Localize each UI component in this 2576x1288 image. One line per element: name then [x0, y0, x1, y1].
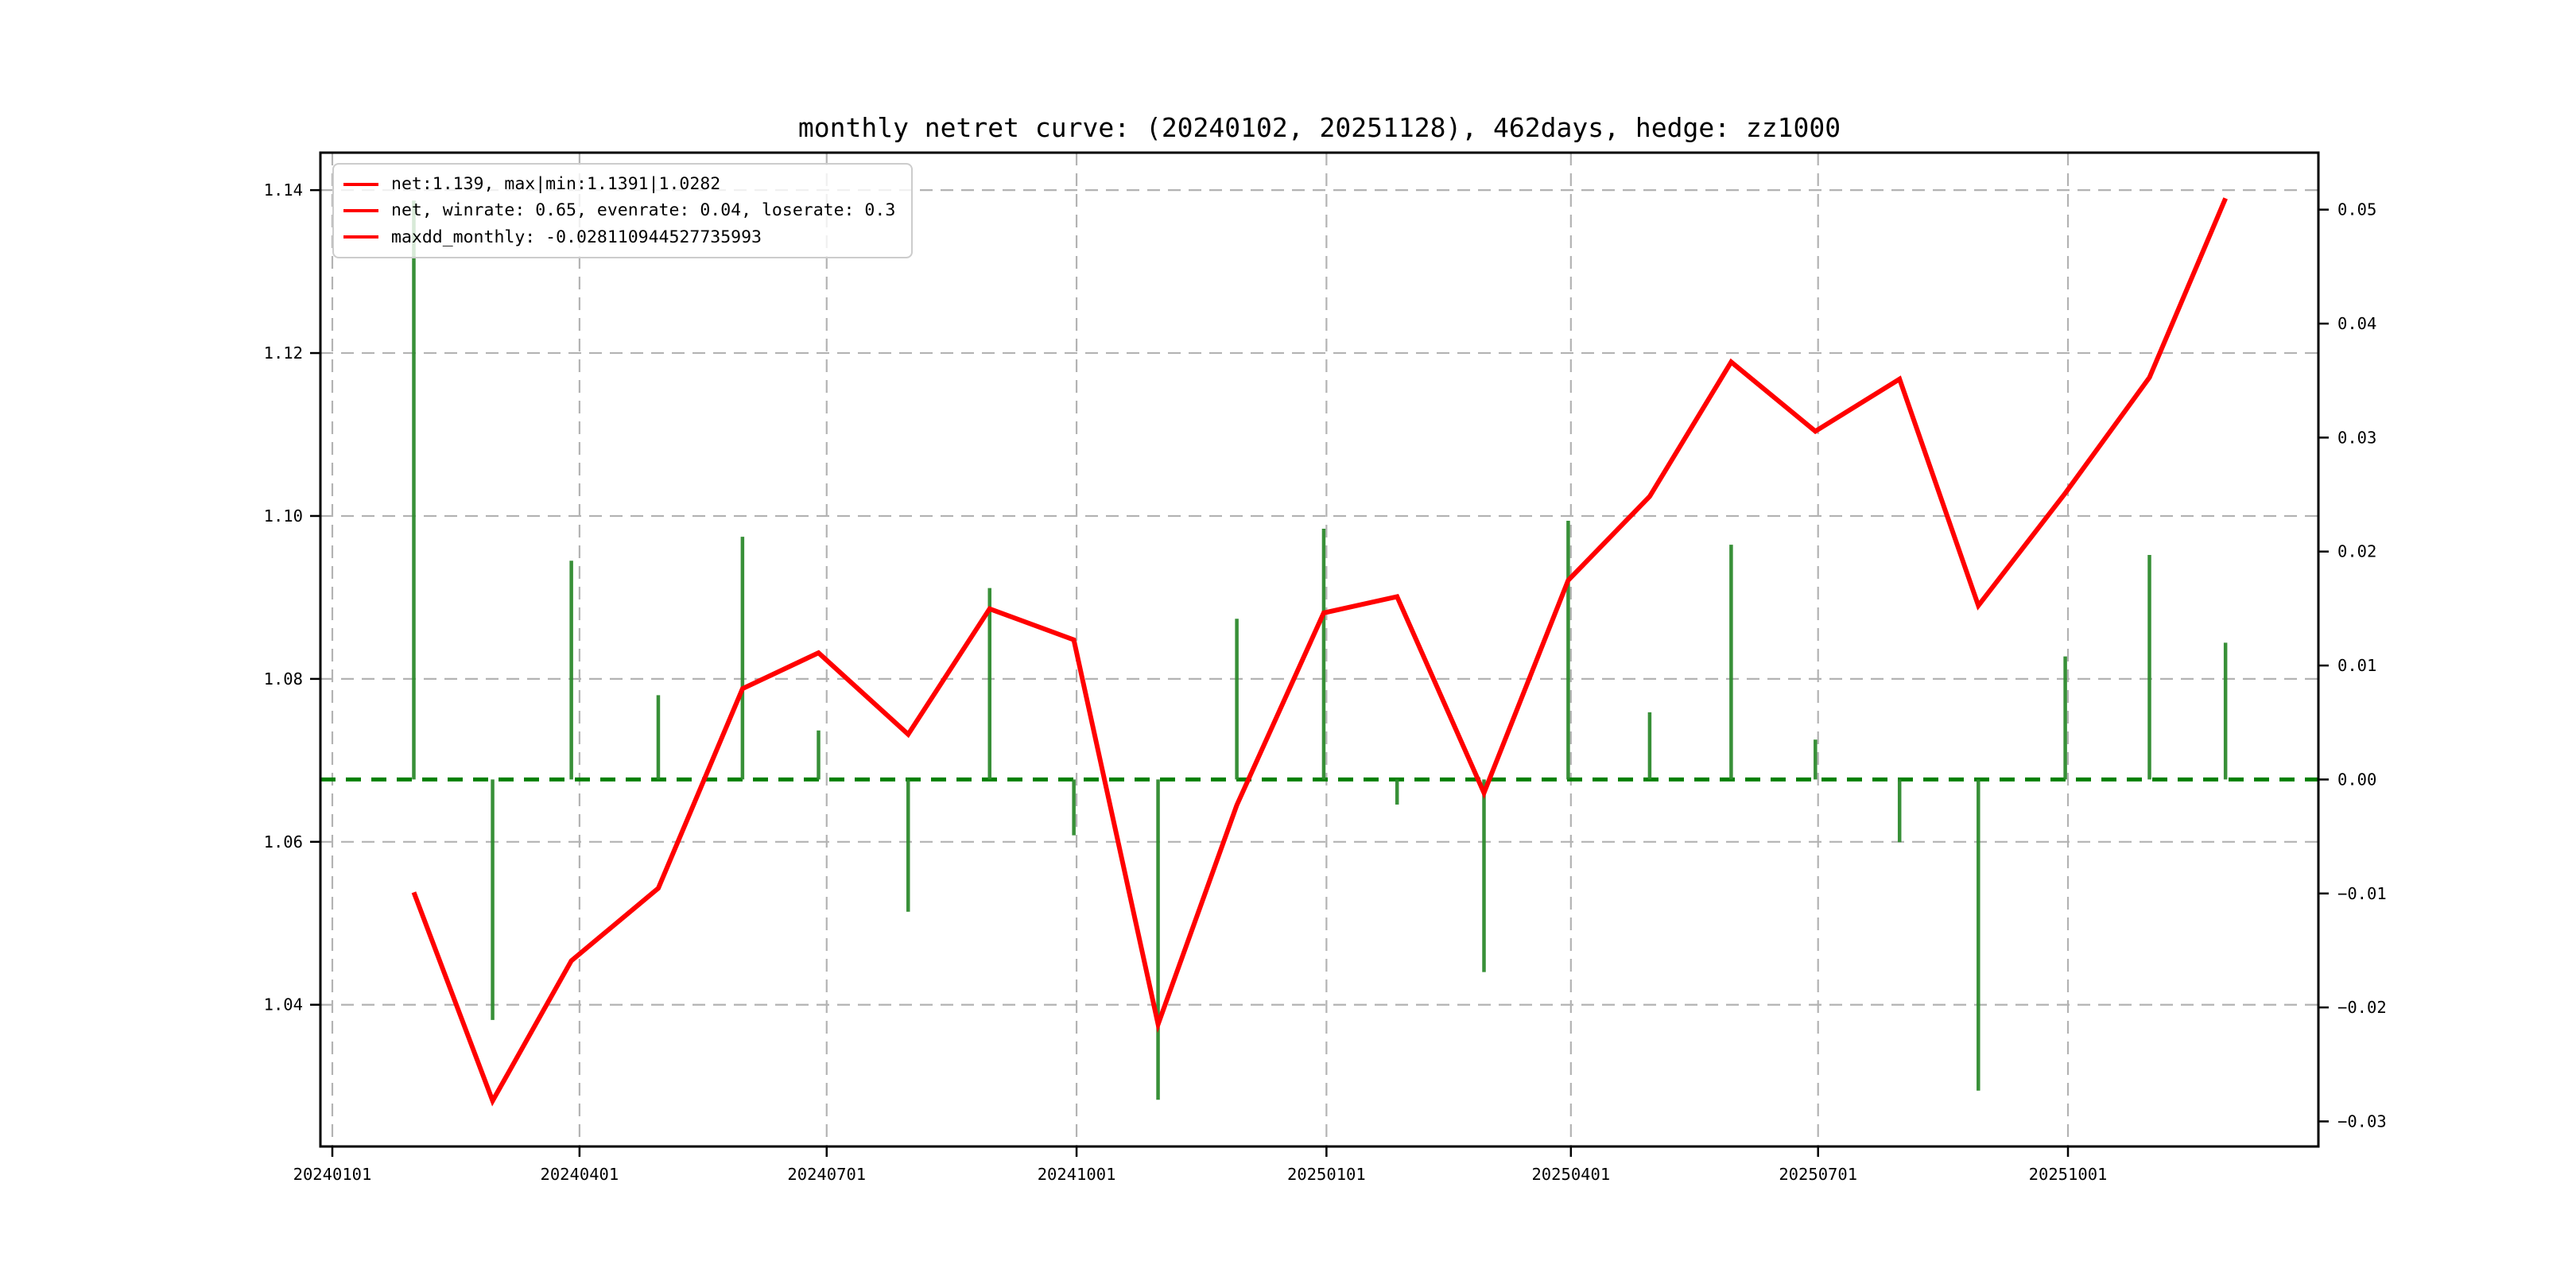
svg-text:1.08: 1.08	[264, 669, 303, 689]
axis-ticks	[310, 188, 2329, 1157]
gridlines	[320, 153, 2318, 1146]
svg-text:1.14: 1.14	[264, 180, 303, 200]
return-bars	[412, 200, 2228, 1100]
net-line-swatch-icon	[343, 182, 378, 186]
svg-text:−0.03: −0.03	[2337, 1111, 2387, 1131]
svg-text:1.10: 1.10	[264, 506, 303, 526]
svg-text:20251001: 20251001	[2029, 1165, 2108, 1184]
svg-text:20250101: 20250101	[1287, 1165, 1366, 1184]
svg-text:20241001: 20241001	[1038, 1165, 1116, 1184]
svg-text:1.06: 1.06	[264, 832, 303, 852]
svg-text:20240101: 20240101	[293, 1165, 372, 1184]
svg-text:−0.02: −0.02	[2337, 998, 2387, 1017]
svg-text:0.02: 0.02	[2337, 542, 2376, 561]
legend-label: net:1.139, max|min:1.1391|1.0282	[391, 174, 721, 195]
legend-item-winrate: net, winrate: 0.65, evenrate: 0.04, lose…	[343, 197, 895, 223]
svg-text:0.00: 0.00	[2337, 770, 2376, 789]
svg-text:0.03: 0.03	[2337, 428, 2376, 447]
legend-item-net: net:1.139, max|min:1.1391|1.0282	[343, 171, 895, 197]
svg-text:20240701: 20240701	[787, 1165, 866, 1184]
svg-text:20250701: 20250701	[1779, 1165, 1857, 1184]
tick-labels: 1.14 1.12 1.10 1.08 1.06 1.04 0.05 0.04 0.03 0.02…	[264, 180, 2387, 1184]
svg-text:0.05: 0.05	[2337, 200, 2376, 219]
net-line	[411, 197, 2228, 1107]
net-line-swatch-icon	[343, 235, 378, 239]
legend-label: net, winrate: 0.65, evenrate: 0.04, lose…	[391, 200, 896, 221]
legend: net:1.139, max|min:1.1391|1.0282 net, wi…	[332, 163, 914, 258]
svg-text:−0.01: −0.01	[2337, 884, 2387, 903]
svg-text:0.01: 0.01	[2337, 656, 2376, 675]
legend-item-maxdd: maxdd_monthly: -0.028110944527735993	[343, 224, 895, 250]
chart-title: monthly netret curve: (20240102, 2025112…	[797, 112, 1841, 143]
svg-text:1.12: 1.12	[264, 343, 303, 363]
svg-text:0.04: 0.04	[2337, 314, 2376, 333]
net-line-swatch-icon	[343, 208, 378, 212]
svg-text:1.04: 1.04	[264, 995, 303, 1014]
svg-text:20240401: 20240401	[541, 1165, 619, 1184]
svg-text:20250401: 20250401	[1531, 1165, 1610, 1184]
legend-label: maxdd_monthly: -0.028110944527735993	[391, 227, 762, 247]
axis-spines	[319, 151, 2320, 1148]
